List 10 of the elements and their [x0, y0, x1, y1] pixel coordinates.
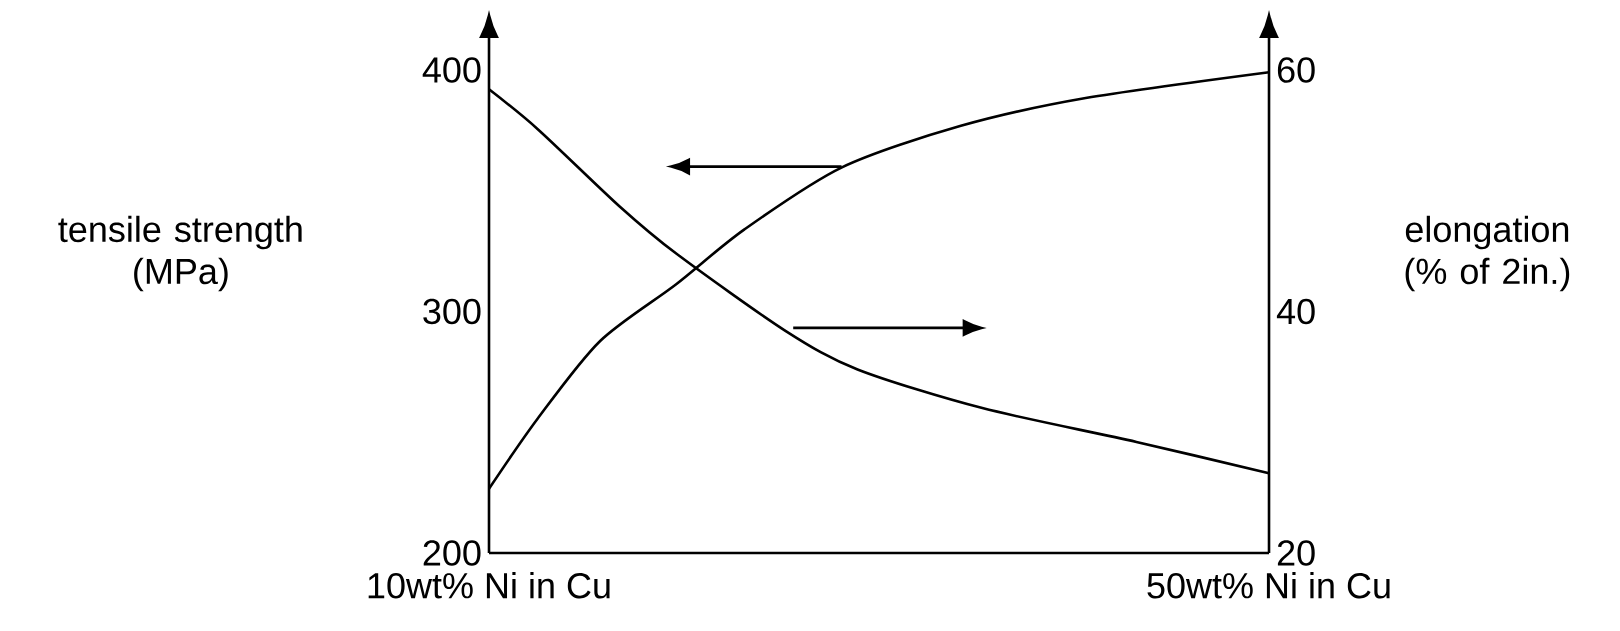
y-tick-label: 300 [423, 298, 481, 325]
y-tick-label: 200 [423, 540, 481, 566]
y2-tick-label: 20 [1277, 540, 1315, 566]
y2-tick-label: 40 [1276, 298, 1315, 325]
y2-tick-label: 60 [1277, 57, 1315, 83]
y-axis-title: tensile strength (MPa) [58, 215, 302, 292]
x-tick-label: 10wt% Ni in Cu [368, 572, 610, 599]
y2-axis-title: elongation (% of 2in.) [1405, 215, 1570, 292]
x-tick-label: 50wt% Ni in Cu [1147, 572, 1390, 599]
y-tick-label: 400 [422, 57, 481, 83]
